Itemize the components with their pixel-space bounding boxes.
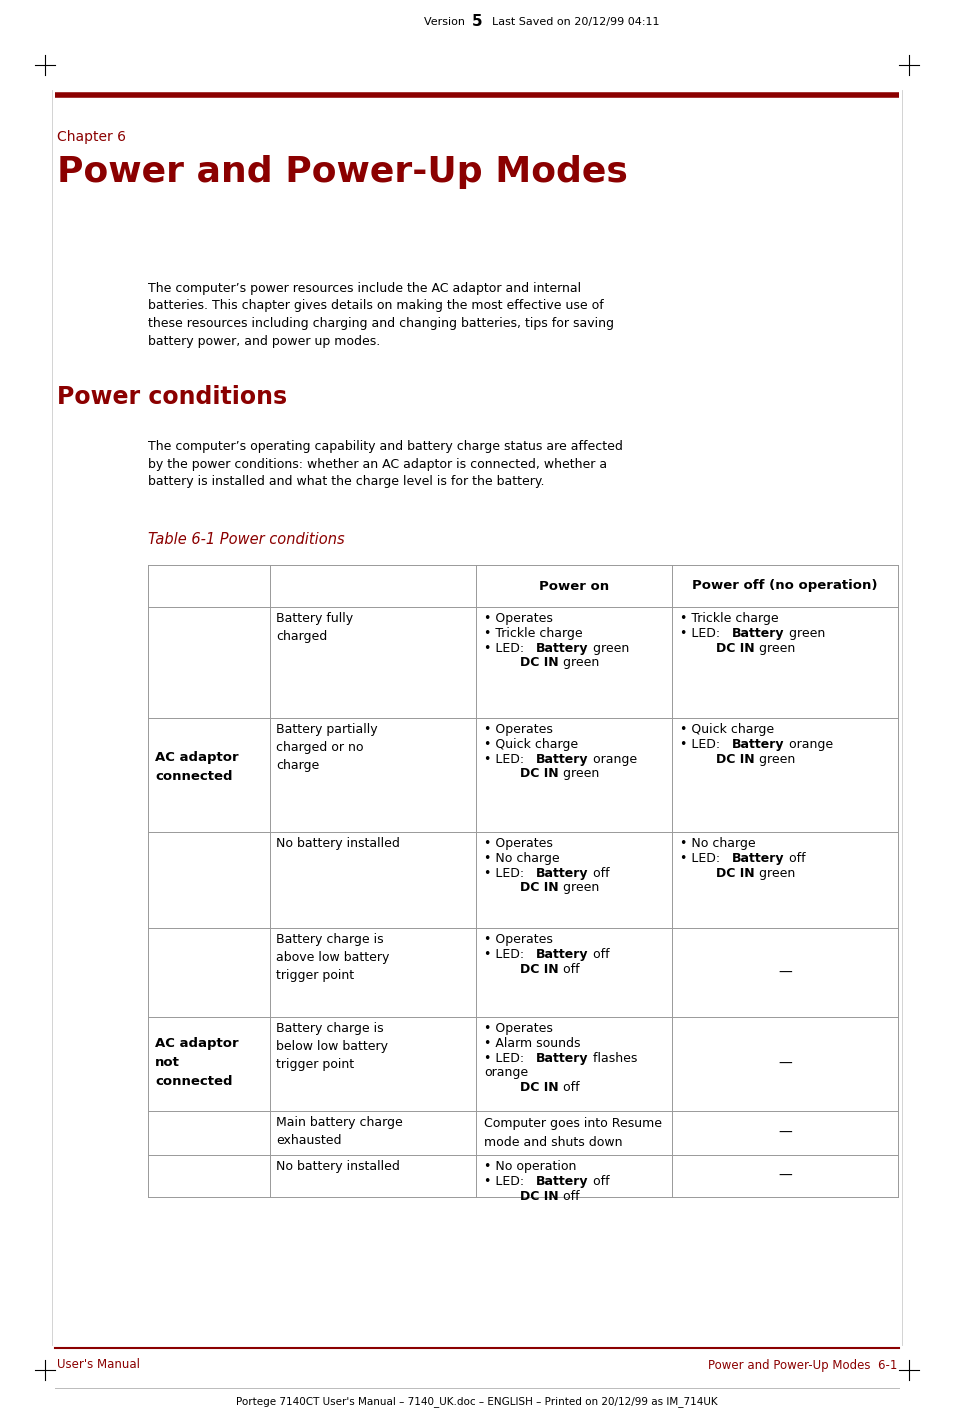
Text: green: green: [754, 641, 794, 655]
Text: The computer’s operating capability and battery charge status are affected: The computer’s operating capability and …: [148, 440, 622, 454]
Text: Table 6-1 Power conditions: Table 6-1 Power conditions: [148, 533, 344, 547]
Text: Power conditions: Power conditions: [57, 385, 287, 409]
Text: Battery: Battery: [731, 738, 783, 751]
Text: DC IN: DC IN: [519, 1081, 558, 1095]
Text: green: green: [754, 867, 794, 879]
Text: • LED:: • LED:: [679, 738, 731, 751]
Text: AC adaptor
not
connected: AC adaptor not connected: [154, 1037, 238, 1088]
Text: green: green: [558, 882, 598, 895]
Text: green: green: [754, 752, 794, 765]
Text: Battery fully
charged: Battery fully charged: [275, 612, 353, 643]
Text: Battery: Battery: [731, 627, 783, 640]
Text: DC IN: DC IN: [519, 962, 558, 975]
Text: DC IN: DC IN: [519, 882, 558, 895]
Text: • No charge: • No charge: [483, 852, 559, 865]
Text: No battery installed: No battery installed: [275, 1160, 399, 1174]
Text: —: —: [778, 1057, 791, 1071]
Text: • LED:: • LED:: [483, 641, 536, 655]
Text: • LED:: • LED:: [483, 752, 536, 765]
Text: Battery charge is
below low battery
trigger point: Battery charge is below low battery trig…: [275, 1022, 388, 1071]
Text: Battery: Battery: [536, 948, 588, 961]
Text: AC adaptor
connected: AC adaptor connected: [154, 751, 238, 783]
Text: Power off (no operation): Power off (no operation): [692, 579, 877, 593]
Text: off: off: [588, 948, 609, 961]
Text: Power and Power-Up Modes: Power and Power-Up Modes: [57, 155, 627, 189]
Text: • Trickle charge: • Trickle charge: [679, 612, 778, 626]
Text: User's Manual: User's Manual: [57, 1358, 140, 1371]
Text: • Alarm sounds: • Alarm sounds: [483, 1037, 579, 1050]
Text: • Operates: • Operates: [483, 1022, 553, 1036]
Text: No battery installed: No battery installed: [275, 837, 399, 850]
Text: DC IN: DC IN: [519, 1189, 558, 1203]
Text: DC IN: DC IN: [716, 752, 754, 765]
Text: • LED:: • LED:: [483, 1175, 536, 1188]
Text: off: off: [588, 1175, 609, 1188]
Text: • LED:: • LED:: [679, 627, 731, 640]
Text: • LED:: • LED:: [483, 867, 536, 879]
Text: Power on: Power on: [538, 579, 608, 593]
Text: Battery: Battery: [536, 1051, 588, 1065]
Text: green: green: [783, 627, 824, 640]
Text: orange: orange: [588, 752, 636, 765]
Text: • No operation: • No operation: [483, 1160, 576, 1174]
Text: • Operates: • Operates: [483, 723, 553, 735]
Text: Chapter 6: Chapter 6: [57, 130, 126, 144]
Text: green: green: [588, 641, 628, 655]
Text: • Trickle charge: • Trickle charge: [483, 627, 582, 640]
Text: Portege 7140CT User's Manual – 7140_UK.doc – ENGLISH – Printed on 20/12/99 as IM: Portege 7140CT User's Manual – 7140_UK.d…: [236, 1396, 717, 1408]
Text: —: —: [778, 1126, 791, 1140]
Text: • Quick charge: • Quick charge: [679, 723, 773, 735]
Text: these resources including charging and changing batteries, tips for saving: these resources including charging and c…: [148, 317, 614, 330]
Text: green: green: [558, 768, 598, 781]
Text: —: —: [778, 965, 791, 979]
Text: DC IN: DC IN: [716, 641, 754, 655]
Text: Battery partially
charged or no
charge: Battery partially charged or no charge: [275, 723, 377, 772]
Text: • Operates: • Operates: [483, 837, 553, 850]
Text: flashes: flashes: [588, 1051, 637, 1065]
Text: by the power conditions: whether an AC adaptor is connected, whether a: by the power conditions: whether an AC a…: [148, 458, 606, 471]
Text: 5: 5: [472, 14, 482, 30]
Text: Battery: Battery: [536, 752, 588, 765]
Text: The computer’s power resources include the AC adaptor and internal: The computer’s power resources include t…: [148, 282, 580, 294]
Text: batteries. This chapter gives details on making the most effective use of: batteries. This chapter gives details on…: [148, 300, 603, 313]
Text: green: green: [558, 657, 598, 669]
Text: battery is installed and what the charge level is for the battery.: battery is installed and what the charge…: [148, 475, 544, 488]
Text: off: off: [588, 867, 609, 879]
Text: • Operates: • Operates: [483, 933, 553, 945]
Text: DC IN: DC IN: [519, 768, 558, 781]
Text: Computer goes into Resume
mode and shuts down: Computer goes into Resume mode and shuts…: [483, 1117, 661, 1148]
Text: Battery: Battery: [536, 867, 588, 879]
Text: battery power, and power up modes.: battery power, and power up modes.: [148, 334, 380, 348]
Text: DC IN: DC IN: [519, 657, 558, 669]
Text: Version: Version: [423, 17, 472, 27]
Text: Power and Power-Up Modes  6-1: Power and Power-Up Modes 6-1: [707, 1358, 896, 1371]
Text: DC IN: DC IN: [716, 867, 754, 879]
Text: • LED:: • LED:: [483, 1051, 536, 1065]
Text: off: off: [558, 962, 578, 975]
Text: off: off: [783, 852, 804, 865]
Text: • LED:: • LED:: [679, 852, 731, 865]
Text: Main battery charge
exhausted: Main battery charge exhausted: [275, 1116, 402, 1147]
Text: Battery charge is
above low battery
trigger point: Battery charge is above low battery trig…: [275, 933, 389, 982]
Text: —: —: [778, 1169, 791, 1184]
Text: off: off: [558, 1189, 578, 1203]
Text: orange: orange: [783, 738, 832, 751]
Text: orange: orange: [483, 1067, 528, 1079]
Text: • No charge: • No charge: [679, 837, 755, 850]
Text: Battery: Battery: [536, 641, 588, 655]
Text: off: off: [558, 1081, 578, 1095]
Text: • Operates: • Operates: [483, 612, 553, 626]
Text: • Quick charge: • Quick charge: [483, 738, 578, 751]
Text: Battery: Battery: [536, 1175, 588, 1188]
Text: • LED:: • LED:: [483, 948, 536, 961]
Text: Last Saved on 20/12/99 04:11: Last Saved on 20/12/99 04:11: [484, 17, 659, 27]
Text: Battery: Battery: [731, 852, 783, 865]
